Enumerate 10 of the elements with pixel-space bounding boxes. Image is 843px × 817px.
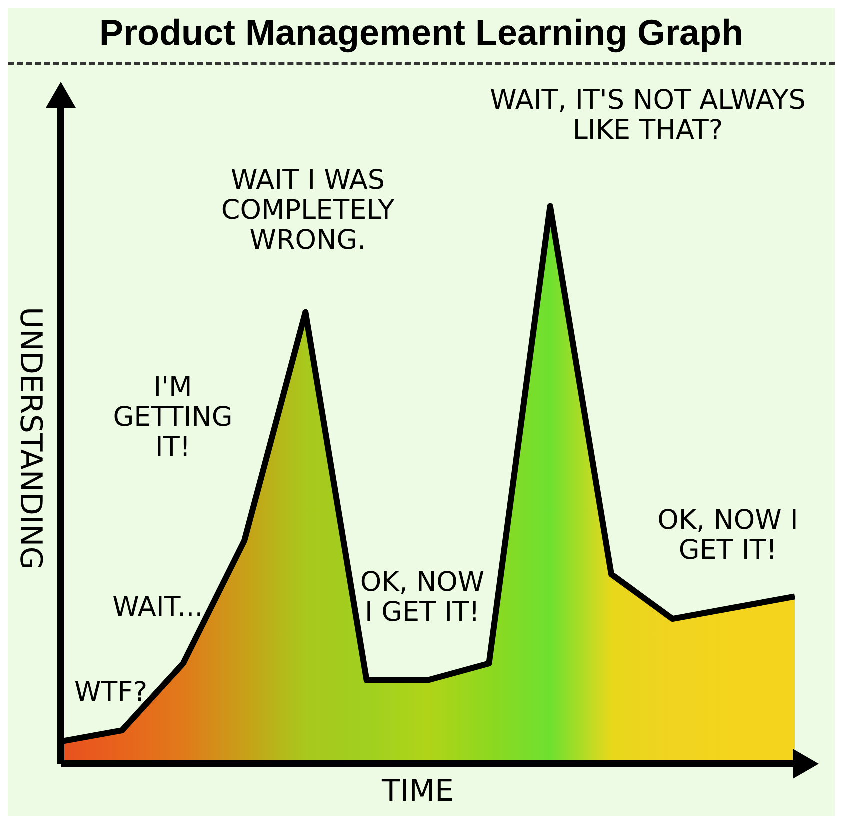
annotation: OK, NOW I GET IT! xyxy=(360,567,485,628)
text: WAIT, IT'S NOT ALWAYS LIKE THAT? xyxy=(489,85,807,146)
annotation: OK, NOW I GET IT! xyxy=(656,505,800,566)
chart-title: Product Management Learning Graph xyxy=(8,8,835,65)
annotation: WAIT I WAS COMPLETELY WRONG. xyxy=(220,165,396,256)
annotation: WAIT... xyxy=(112,592,204,623)
annotation: WTF? xyxy=(73,677,149,708)
annotation: I'M GETTING IT! xyxy=(112,372,234,463)
y-axis-title: UNDERSTANDING xyxy=(12,306,48,570)
x-axis-title: TIME xyxy=(380,774,455,809)
